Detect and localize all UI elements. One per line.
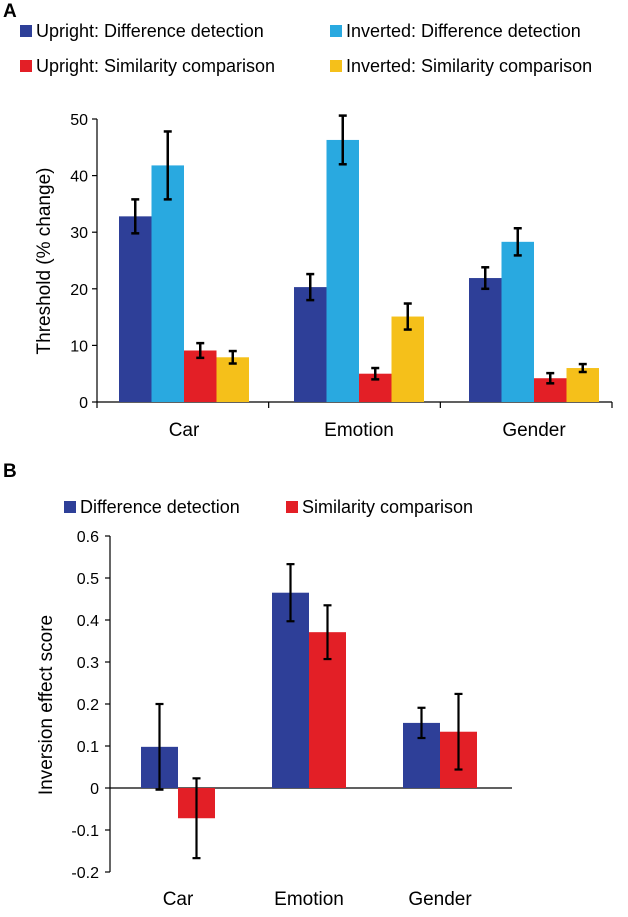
legend-label-inverted-difference-detection: Inverted: Difference detection <box>346 21 581 41</box>
y-tick-label-b-0-2: 0.2 <box>77 697 99 714</box>
panel-b-label: B <box>3 461 17 482</box>
bar-car-upright-difference-detection <box>119 216 152 402</box>
x-category-label-b-emotion: Emotion <box>274 889 344 910</box>
bar-gender-upright-difference-detection <box>469 278 502 402</box>
x-category-label-emotion: Emotion <box>324 420 394 441</box>
bar-gender-inverted-difference-detection <box>501 241 534 402</box>
bar-b-emotion-difference-detection <box>272 592 309 788</box>
y-axis-title: Threshold (% change) <box>34 168 55 355</box>
legend-label-upright-similarity-comparison: Upright: Similarity comparison <box>36 56 275 76</box>
legend-swatch-upright-difference-detection <box>20 25 32 37</box>
y-tick-label-b-0: 0 <box>90 781 99 798</box>
y-tick-label-30: 30 <box>70 225 88 242</box>
legend-label-upright-difference-detection: Upright: Difference detection <box>36 21 264 41</box>
panel-b-chart: Difference detection Similarity compariso… <box>36 497 512 910</box>
y-tick-label-10: 10 <box>70 338 88 355</box>
bar-gender-inverted-similarity-comparison <box>566 368 599 402</box>
y-tick-label-0: 0 <box>79 395 88 412</box>
y-tick-label-b-0-4: 0.4 <box>77 613 99 630</box>
bar-car-inverted-difference-detection <box>151 165 184 402</box>
legend-swatch-inverted-similarity-comparison <box>330 60 342 72</box>
legend-label-b-similarity-comparison: Similarity comparison <box>302 497 473 517</box>
x-category-label-gender: Gender <box>502 420 566 441</box>
legend-swatch-upright-similarity-comparison <box>20 60 32 72</box>
y-tick-label-40: 40 <box>70 169 88 186</box>
bar-emotion-upright-difference-detection <box>294 287 327 402</box>
bar-emotion-inverted-difference-detection <box>326 139 359 402</box>
legend-label-b-difference-detection: Difference detection <box>80 497 240 517</box>
x-category-label-b-gender: Gender <box>408 889 472 910</box>
y-tick-label-20: 20 <box>70 282 88 299</box>
y-tick-label-b-0-5: 0.5 <box>77 571 99 588</box>
y-tick-label-b-0-1: -0.1 <box>71 823 99 840</box>
y-tick-label-b-0-1: 0.1 <box>77 739 99 756</box>
legend-swatch-inverted-difference-detection <box>330 25 342 37</box>
legend-swatch-b-difference-detection <box>64 501 76 513</box>
panel-a-chart: Upright: Difference detection Inverted: D… <box>20 21 613 441</box>
bar-gender-upright-similarity-comparison <box>534 378 567 402</box>
y-tick-label-b-0-3: 0.3 <box>77 655 99 672</box>
y-tick-label-50: 50 <box>70 112 88 129</box>
x-category-label-car: Car <box>169 420 200 441</box>
panel-a-label: A <box>3 1 17 22</box>
y-axis-title-b: Inversion effect score <box>36 615 57 795</box>
y-tick-label-b-0-2: -0.2 <box>71 865 99 882</box>
legend-label-inverted-similarity-comparison: Inverted: Similarity comparison <box>346 56 592 76</box>
y-tick-label-b-0-6: 0.6 <box>77 529 99 546</box>
x-category-label-b-car: Car <box>163 889 194 910</box>
legend-swatch-b-similarity-comparison <box>286 501 298 513</box>
